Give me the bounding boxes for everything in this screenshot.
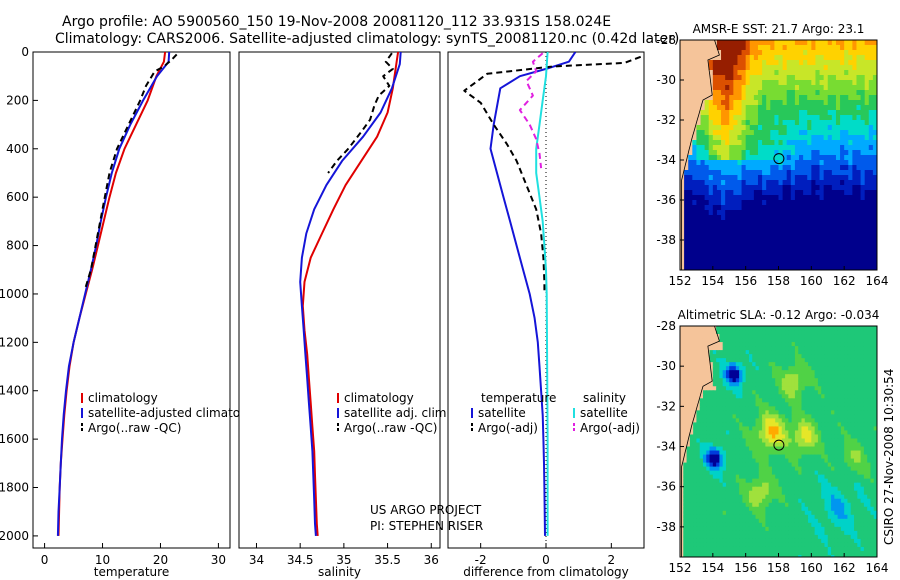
temperature-ytick-label-0: 0 — [21, 45, 29, 59]
salinity-xlabel: salinity — [318, 565, 361, 579]
difference-legend-label-1: Argo(-adj) — [478, 421, 538, 435]
temperature-ytick-label-3: 600 — [6, 190, 29, 204]
map-sst-xtick-label-1: 154 — [701, 274, 724, 288]
map-sla-title: Altimetric SLA: -0.12 Argo: -0.034 — [678, 308, 880, 322]
salinity-series-1 — [299, 52, 402, 536]
map-sst-ytick-label-5: -38 — [656, 233, 676, 247]
panel-temp-legend-label-1: satellite-adjusted climatology — [88, 406, 266, 420]
map-sst-xtick-label-6: 164 — [866, 274, 889, 288]
temperature-xtick-label-2: 20 — [153, 553, 168, 567]
map-sst-title: AMSR-E SST: 21.7 Argo: 23.1 — [693, 22, 865, 36]
map-sla-xtick-label-5: 162 — [833, 561, 856, 575]
salinity-xtick-label-4: 36 — [424, 553, 439, 567]
map-sla-ytick-label-0: -28 — [656, 319, 676, 333]
difference-series-3 — [518, 52, 544, 169]
salinity-xtick-label-2: 35 — [336, 553, 351, 567]
map-sla-argo-float-marker — [773, 439, 785, 451]
salinity-series-0 — [301, 52, 400, 536]
difference-legend-title-temperature: temperature — [481, 391, 556, 405]
difference-legend-title-salinity: salinity — [583, 391, 626, 405]
map-sst-argo-float-marker — [773, 153, 785, 165]
temperature-panel: 0 10 20 30 temperature 0 200 400 600 800 1000 1200 1… — [0, 45, 266, 579]
map-sla-xtick-label-3: 158 — [767, 561, 790, 575]
map-sla-xtick-label-6: 164 — [866, 561, 889, 575]
sla-map: Altimetric SLA: -0.12 Argo: -0.034 152 154… — [656, 308, 888, 575]
map-sst-ytick-label-2: -32 — [656, 113, 676, 127]
map-sst-xtick-label-0: 152 — [669, 274, 692, 288]
difference-xtick-label-0: -2 — [475, 553, 487, 567]
difference-legend-label-3: Argo(-adj) — [580, 421, 640, 435]
temperature-ytick-label-9: 1800 — [0, 481, 29, 495]
temperature-ytick-label-1: 200 — [6, 93, 29, 107]
map-sst-ytick-label-0: -28 — [656, 33, 676, 47]
sst-map: AMSR-E SST: 21.7 Argo: 23.1 152 154 156 158 1… — [656, 22, 888, 288]
temperature-series-2 — [84, 53, 178, 290]
map-sst-field — [680, 40, 877, 270]
panel-sal-legend-label-0: climatology — [344, 391, 414, 405]
temperature-axes-frame — [32, 51, 231, 549]
map-sst-xtick-label-2: 156 — [734, 274, 757, 288]
temperature-ytick-label-6: 1200 — [0, 335, 29, 349]
panel-sal-legend-label-1: satellite adj. clim. — [344, 406, 450, 420]
map-sla-ytick-label-2: -32 — [656, 399, 676, 413]
temperature-ytick-label-10: 2000 — [0, 529, 29, 543]
temperature-xlabel: temperature — [94, 565, 169, 579]
map-sst-xtick-label-4: 160 — [800, 274, 823, 288]
salinity-axes-frame — [238, 51, 441, 549]
difference-xlabel: difference from climatology — [463, 565, 629, 579]
map-sla-coastline — [681, 326, 720, 557]
map-sst-coastline — [681, 40, 720, 270]
salinity-series-2 — [327, 52, 394, 174]
map-sla-ytick-label-3: -34 — [656, 440, 676, 454]
header-line-2: Climatology: CARS2006. Satellite-adjuste… — [55, 31, 679, 47]
difference-series-1 — [463, 55, 642, 292]
side-timestamp-label: CSIRO 27-Nov-2008 10:30:54 — [882, 369, 896, 545]
salinity-xtick-label-3: 35.5 — [374, 553, 401, 567]
map-sst-ytick-label-1: -30 — [656, 73, 676, 87]
temperature-ytick-label-2: 400 — [6, 142, 29, 156]
salinity-panel: 34 34.5 35 35.5 36 salinity climatologysatelli… — [238, 51, 450, 579]
salinity-series-group — [299, 52, 402, 536]
map-sla-field — [680, 326, 877, 557]
salinity-xtick-label-1: 34.5 — [287, 553, 314, 567]
map-sla-xtick-label-2: 156 — [734, 561, 757, 575]
map-sla-ytick-label-1: -30 — [656, 359, 676, 373]
difference-xtick-label-1: 0 — [542, 553, 550, 567]
temperature-xtick-label-3: 30 — [211, 553, 226, 567]
map-sla-xtick-label-0: 152 — [669, 561, 692, 575]
temperature-xtick-label-1: 10 — [95, 553, 110, 567]
temperature-ytick-label-7: 1400 — [0, 384, 29, 398]
map-sst-ytick-label-3: -34 — [656, 153, 676, 167]
panel-temp-legend-label-2: Argo(..raw -QC) — [88, 421, 181, 435]
difference-series-0 — [489, 52, 577, 536]
temperature-series-group — [56, 52, 178, 536]
temperature-ytick-label-4: 800 — [6, 239, 29, 253]
panel-sal-legend-label-2: Argo(..raw -QC) — [344, 421, 437, 435]
map-sla-xtick-label-1: 154 — [701, 561, 724, 575]
temperature-ytick-label-8: 1600 — [0, 432, 29, 446]
temperature-ytick-label-5: 1000 — [0, 287, 29, 301]
difference-legend-label-2: satellite — [580, 406, 628, 420]
project-note-line-1: US ARGO PROJECT — [370, 503, 482, 517]
map-sst-xtick-label-3: 158 — [767, 274, 790, 288]
difference-series-2 — [535, 52, 549, 536]
salinity-xtick-label-0: 34 — [249, 553, 264, 567]
difference-legend-label-0: satellite — [478, 406, 526, 420]
map-sla-ytick-label-4: -36 — [656, 480, 676, 494]
temperature-xtick-label-0: 0 — [41, 553, 49, 567]
project-note-line-2: PI: STEPHEN RISER — [370, 519, 483, 533]
map-sst-xtick-label-5: 162 — [833, 274, 856, 288]
difference-xtick-label-2: 2 — [608, 553, 616, 567]
panel-temp-legend-label-0: climatology — [88, 391, 158, 405]
map-sla-ytick-label-5: -38 — [656, 520, 676, 534]
header-line-1: Argo profile: AO 5900560_150 19-Nov-2008… — [62, 14, 611, 30]
map-sla-xtick-label-4: 160 — [800, 561, 823, 575]
difference-series-group — [463, 52, 642, 536]
map-sst-ytick-label-4: -36 — [656, 193, 676, 207]
